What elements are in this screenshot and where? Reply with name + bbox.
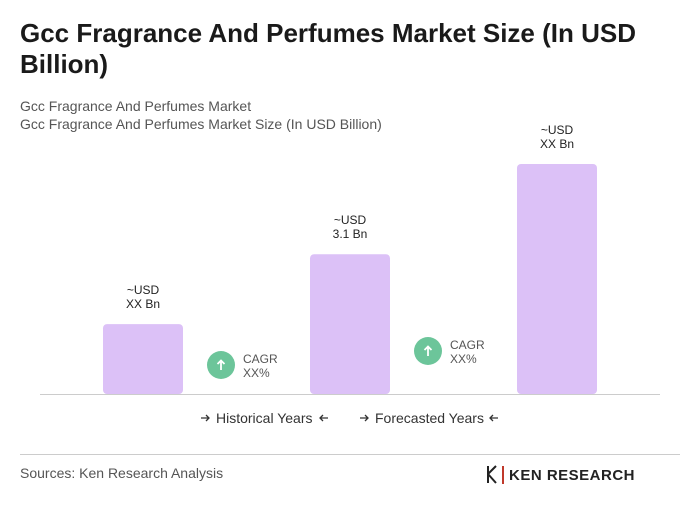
- legend-arrows: [201, 414, 498, 422]
- cagr-label: XX%: [243, 366, 270, 380]
- cagr-arrow: [216, 359, 226, 370]
- value-label: ~USD: [127, 283, 160, 297]
- value-label: ~USD: [541, 123, 574, 137]
- value-label: 3.1 Bn: [333, 227, 368, 241]
- chart-title: Gcc Fragrance And Perfumes Market Size (…: [20, 18, 637, 79]
- source: Sources: Ken Research Analysis: [20, 465, 223, 481]
- cagr-label: XX%: [450, 352, 477, 366]
- logo: KEN RESEARCH: [509, 467, 635, 484]
- bar: [103, 324, 183, 394]
- value-label: XX Bn: [540, 137, 574, 151]
- subtitle: Gcc Fragrance And Perfumes Market: [20, 98, 252, 114]
- subtitle: Gcc Fragrance And Perfumes Market Size (…: [20, 116, 382, 132]
- bar: [517, 164, 597, 394]
- bar: [310, 254, 390, 394]
- legend-label: Historical Years: [216, 410, 313, 426]
- value-label: ~USD: [334, 213, 367, 227]
- logo-mark: [487, 465, 504, 484]
- legend-label: Forecasted Years: [375, 410, 484, 426]
- cagr-label: CAGR: [450, 338, 485, 352]
- cagr-arrow: [423, 345, 433, 356]
- value-label: XX Bn: [126, 297, 160, 311]
- cagr-label: CAGR: [243, 352, 278, 366]
